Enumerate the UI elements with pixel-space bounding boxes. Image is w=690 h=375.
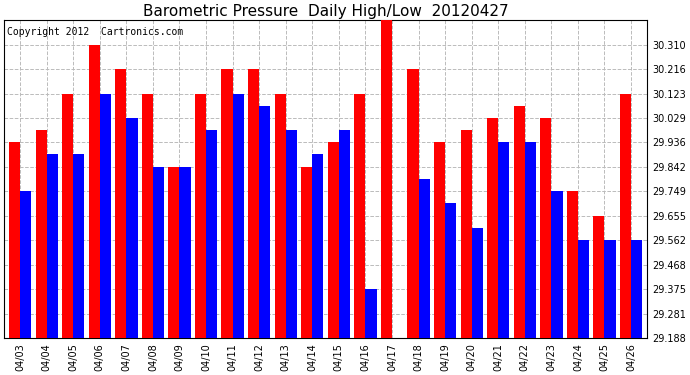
- Bar: [20, 191, 31, 338]
- Bar: [9, 142, 20, 338]
- Bar: [566, 191, 578, 338]
- Bar: [620, 93, 631, 338]
- Bar: [301, 167, 313, 338]
- Bar: [62, 93, 73, 338]
- Bar: [73, 154, 84, 338]
- Bar: [513, 106, 525, 338]
- Bar: [445, 203, 456, 338]
- Bar: [525, 142, 536, 338]
- Bar: [195, 93, 206, 338]
- Bar: [354, 93, 366, 338]
- Bar: [339, 130, 350, 338]
- Bar: [233, 93, 244, 338]
- Bar: [286, 130, 297, 338]
- Bar: [259, 106, 270, 338]
- Bar: [498, 142, 509, 338]
- Text: Copyright 2012  Cartronics.com: Copyright 2012 Cartronics.com: [8, 27, 184, 37]
- Bar: [100, 93, 111, 338]
- Bar: [540, 118, 551, 338]
- Bar: [487, 118, 498, 338]
- Bar: [381, 20, 392, 338]
- Bar: [153, 167, 164, 338]
- Bar: [206, 130, 217, 338]
- Bar: [126, 118, 137, 338]
- Bar: [578, 240, 589, 338]
- Bar: [275, 93, 286, 338]
- Bar: [604, 240, 615, 338]
- Bar: [168, 167, 179, 338]
- Bar: [472, 228, 483, 338]
- Bar: [593, 216, 604, 338]
- Bar: [419, 179, 430, 338]
- Bar: [179, 167, 190, 338]
- Bar: [115, 69, 126, 338]
- Bar: [460, 130, 472, 338]
- Bar: [328, 142, 339, 338]
- Bar: [141, 93, 153, 338]
- Bar: [47, 154, 58, 338]
- Bar: [221, 69, 233, 338]
- Bar: [366, 289, 377, 338]
- Bar: [551, 191, 562, 338]
- Bar: [313, 154, 324, 338]
- Bar: [35, 130, 47, 338]
- Title: Barometric Pressure  Daily High/Low  20120427: Barometric Pressure Daily High/Low 20120…: [143, 4, 509, 19]
- Bar: [407, 69, 419, 338]
- Bar: [434, 142, 445, 338]
- Bar: [631, 240, 642, 338]
- Bar: [88, 45, 100, 338]
- Bar: [248, 69, 259, 338]
